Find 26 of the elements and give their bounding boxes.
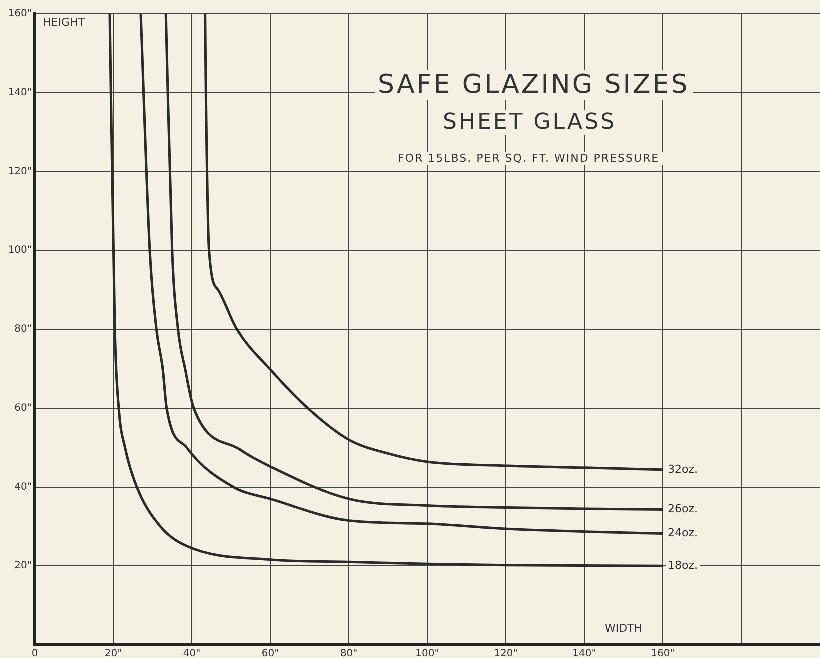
y-tick-label: 40" — [14, 482, 32, 493]
y-tick-label: 120" — [8, 166, 32, 178]
x-tick-label: 140" — [572, 648, 596, 658]
x-tick-label: 120" — [494, 648, 518, 658]
x-axis-title: WIDTH — [602, 622, 646, 635]
y-axis-title: HEIGHT — [40, 16, 88, 29]
text: SAFE GLAZING SIZES — [375, 70, 693, 100]
y-tick-label: 20" — [14, 560, 32, 572]
x-tick-label: 60" — [262, 648, 280, 658]
y-tick-label: 60" — [14, 402, 32, 414]
annotation: FOR 15LBS. PER SQ. FT. WIND PRESSURE — [395, 152, 663, 165]
series-label: 32oz. — [668, 462, 698, 476]
series-label: 24oz. — [668, 526, 698, 540]
y-tick-label: 100" — [8, 245, 32, 256]
x-tick-label: 80" — [340, 648, 358, 658]
series-label: 18oz. — [668, 558, 698, 572]
x-tick-label: 0 — [32, 648, 38, 658]
x-tick-label: 160" — [651, 648, 675, 658]
y-tick-label: 140" — [8, 87, 32, 98]
x-tick-label: 40" — [183, 648, 201, 658]
x-tick-label: 100" — [416, 648, 440, 658]
x-tick-label: 20" — [104, 648, 122, 658]
y-tick-label: 160" — [8, 8, 32, 20]
series-label: 26oz. — [668, 502, 698, 516]
text: SHEET GLASS — [440, 110, 620, 135]
y-tick-label: 80" — [14, 324, 32, 336]
